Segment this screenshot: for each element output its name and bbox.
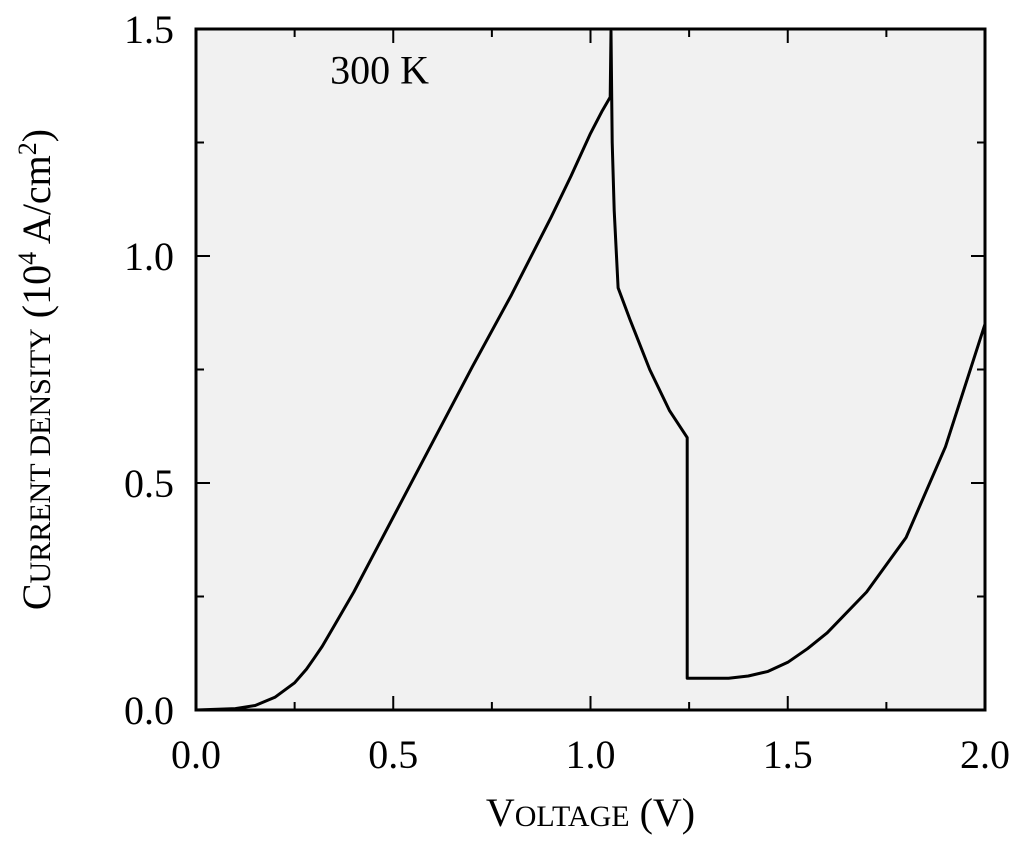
y-tick-label: 0.5 xyxy=(124,461,174,506)
y-axis-label-unit-post: ) xyxy=(14,129,59,142)
plot-area xyxy=(196,29,985,710)
y-axis-label-unit-mid: A/cm xyxy=(14,155,59,252)
y-tick-label: 0.0 xyxy=(124,688,174,733)
y-axis-label-initial: C xyxy=(14,583,59,610)
tick-labels: 0.0 0.5 1.0 1.5 2.0 0.0 0.5 1.0 1.5 xyxy=(124,7,1010,777)
y-axis-label-exponent: 4 xyxy=(13,252,42,265)
x-axis-label-rest: OLTAGE xyxy=(515,800,630,833)
x-axis-label-initial: V xyxy=(486,790,515,835)
x-tick-label: 1.5 xyxy=(763,732,813,777)
x-tick-label: 2.0 xyxy=(960,732,1010,777)
y-tick-label: 1.5 xyxy=(124,7,174,52)
y-axis-label: CURRENT DENSITY (104 A/cm2) xyxy=(13,129,59,610)
y-axis-label-rest: URRENT DENSITY xyxy=(24,328,57,583)
temperature-annotation: 300 K xyxy=(330,47,429,92)
x-axis-label: VOLTAGE (V) xyxy=(486,790,695,835)
y-tick-label: 1.0 xyxy=(124,234,174,279)
x-axis-label-unit: (V) xyxy=(630,790,696,835)
y-axis-label-unit-pre: (10 xyxy=(14,265,59,328)
y-axis-label-exponent-2: 2 xyxy=(13,142,42,155)
current-density-curve xyxy=(195,29,987,712)
x-tick-label: 0.5 xyxy=(368,732,418,777)
x-tick-label: 1.0 xyxy=(566,732,616,777)
x-tick-label: 0.0 xyxy=(171,732,221,777)
plot-frame xyxy=(194,27,987,712)
